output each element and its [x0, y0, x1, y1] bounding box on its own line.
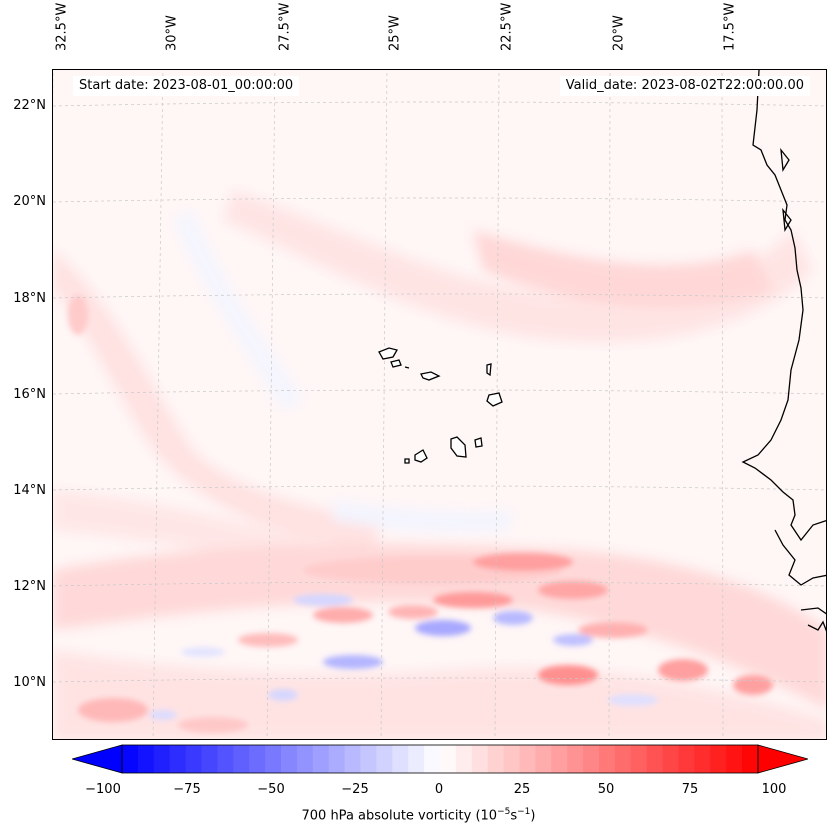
colorbar-segment [646, 745, 664, 773]
colorbar-segment [122, 745, 139, 773]
colorbar-tick-100: 100 [761, 782, 787, 797]
colorbar-min-arrow [72, 744, 123, 774]
colorbar-tick-75: 75 [681, 782, 699, 797]
colorbar-segment [440, 745, 457, 773]
colorbar-segment [742, 745, 759, 773]
colorbar-tick-25: 25 [513, 782, 531, 797]
lat-tick-22n: 22°N [13, 98, 46, 113]
valid-date-label: Valid_date: 2023-08-02T22:00:00.00 [559, 76, 810, 96]
colorbar-tick-neg50: −50 [257, 782, 285, 797]
lat-tick-10n: 10°N [13, 675, 46, 690]
colorbar-max-arrow [757, 744, 808, 774]
colorbar-segment [312, 745, 330, 773]
lat-tick-14n: 14°N [13, 483, 46, 498]
colorbar-segment [535, 745, 552, 773]
colorbar-segment [455, 745, 473, 773]
lon-tick-20w: 20°W [611, 15, 627, 51]
colorbar-segment [726, 745, 743, 773]
colorbar-segment [487, 745, 505, 773]
colorbar-tick-neg25: −25 [341, 782, 369, 797]
colorbar-outline [121, 744, 759, 774]
colorbar-segment [678, 745, 695, 773]
colorbar-segment [551, 745, 568, 773]
colorbar-segment [519, 745, 536, 773]
colorbar-segment [281, 745, 298, 773]
lon-tick-27-5w: 27.5°W [277, 2, 293, 51]
lon-tick-17-5w: 17.5°W [722, 2, 738, 51]
colorbar-segment [249, 745, 266, 773]
colorbar-label: 700 hPa absolute vorticity (10−5s−1) [301, 807, 536, 824]
colorbar-segment [201, 745, 218, 773]
colorbar-segment [599, 745, 616, 773]
start-date-label: Start date: 2023-08-01_00:00:00 [73, 76, 300, 96]
lat-tick-16n: 16°N [13, 387, 46, 402]
colorbar-segment [392, 745, 409, 773]
colorbar-segment [137, 745, 155, 773]
lat-tick-18n: 18°N [13, 291, 46, 306]
lon-tick-32-5w: 32.5°W [54, 2, 70, 51]
colorbar-segments [122, 745, 759, 773]
colorbar-tick-neg100: −100 [85, 782, 121, 797]
colorbar-segment [360, 745, 377, 773]
colorbar-segment [710, 745, 727, 773]
colorbar-segment [328, 745, 346, 773]
colorbar-segment [185, 745, 202, 773]
colorbar-segment [169, 745, 187, 773]
coastline [741, 70, 826, 632]
lat-tick-12n: 12°N [13, 579, 46, 594]
colorbar-segment [503, 745, 520, 773]
colorbar-segment [153, 745, 171, 773]
lon-tick-30w: 30°W [164, 15, 180, 51]
vorticity-field [53, 190, 826, 739]
colorbar-segment [471, 745, 489, 773]
cape-verde-islands [378, 347, 503, 464]
colorbar [72, 744, 808, 774]
colorbar-segment [408, 745, 425, 773]
colorbar-segment [630, 745, 648, 773]
colorbar-segment [424, 745, 441, 773]
colorbar-segment [233, 745, 250, 773]
lon-tick-22-5w: 22.5°W [499, 2, 515, 51]
colorbar-segment [376, 745, 393, 773]
lat-tick-20n: 20°N [13, 194, 46, 209]
vorticity-map[interactable] [52, 69, 827, 740]
colorbar-tick-0: 0 [434, 782, 444, 797]
colorbar-segment [296, 745, 314, 773]
colorbar-segment [265, 745, 282, 773]
colorbar-tick-neg75: −75 [173, 782, 201, 797]
map-canvas [53, 70, 826, 739]
lon-tick-25w: 25°W [387, 15, 403, 51]
colorbar-segment [614, 745, 632, 773]
colorbar-segment [662, 745, 679, 773]
colorbar-segment [217, 745, 234, 773]
colorbar-tick-50: 50 [597, 782, 615, 797]
colorbar-segment [583, 745, 600, 773]
colorbar-segment [344, 745, 361, 773]
colorbar-segment [567, 745, 584, 773]
colorbar-segment [694, 745, 711, 773]
